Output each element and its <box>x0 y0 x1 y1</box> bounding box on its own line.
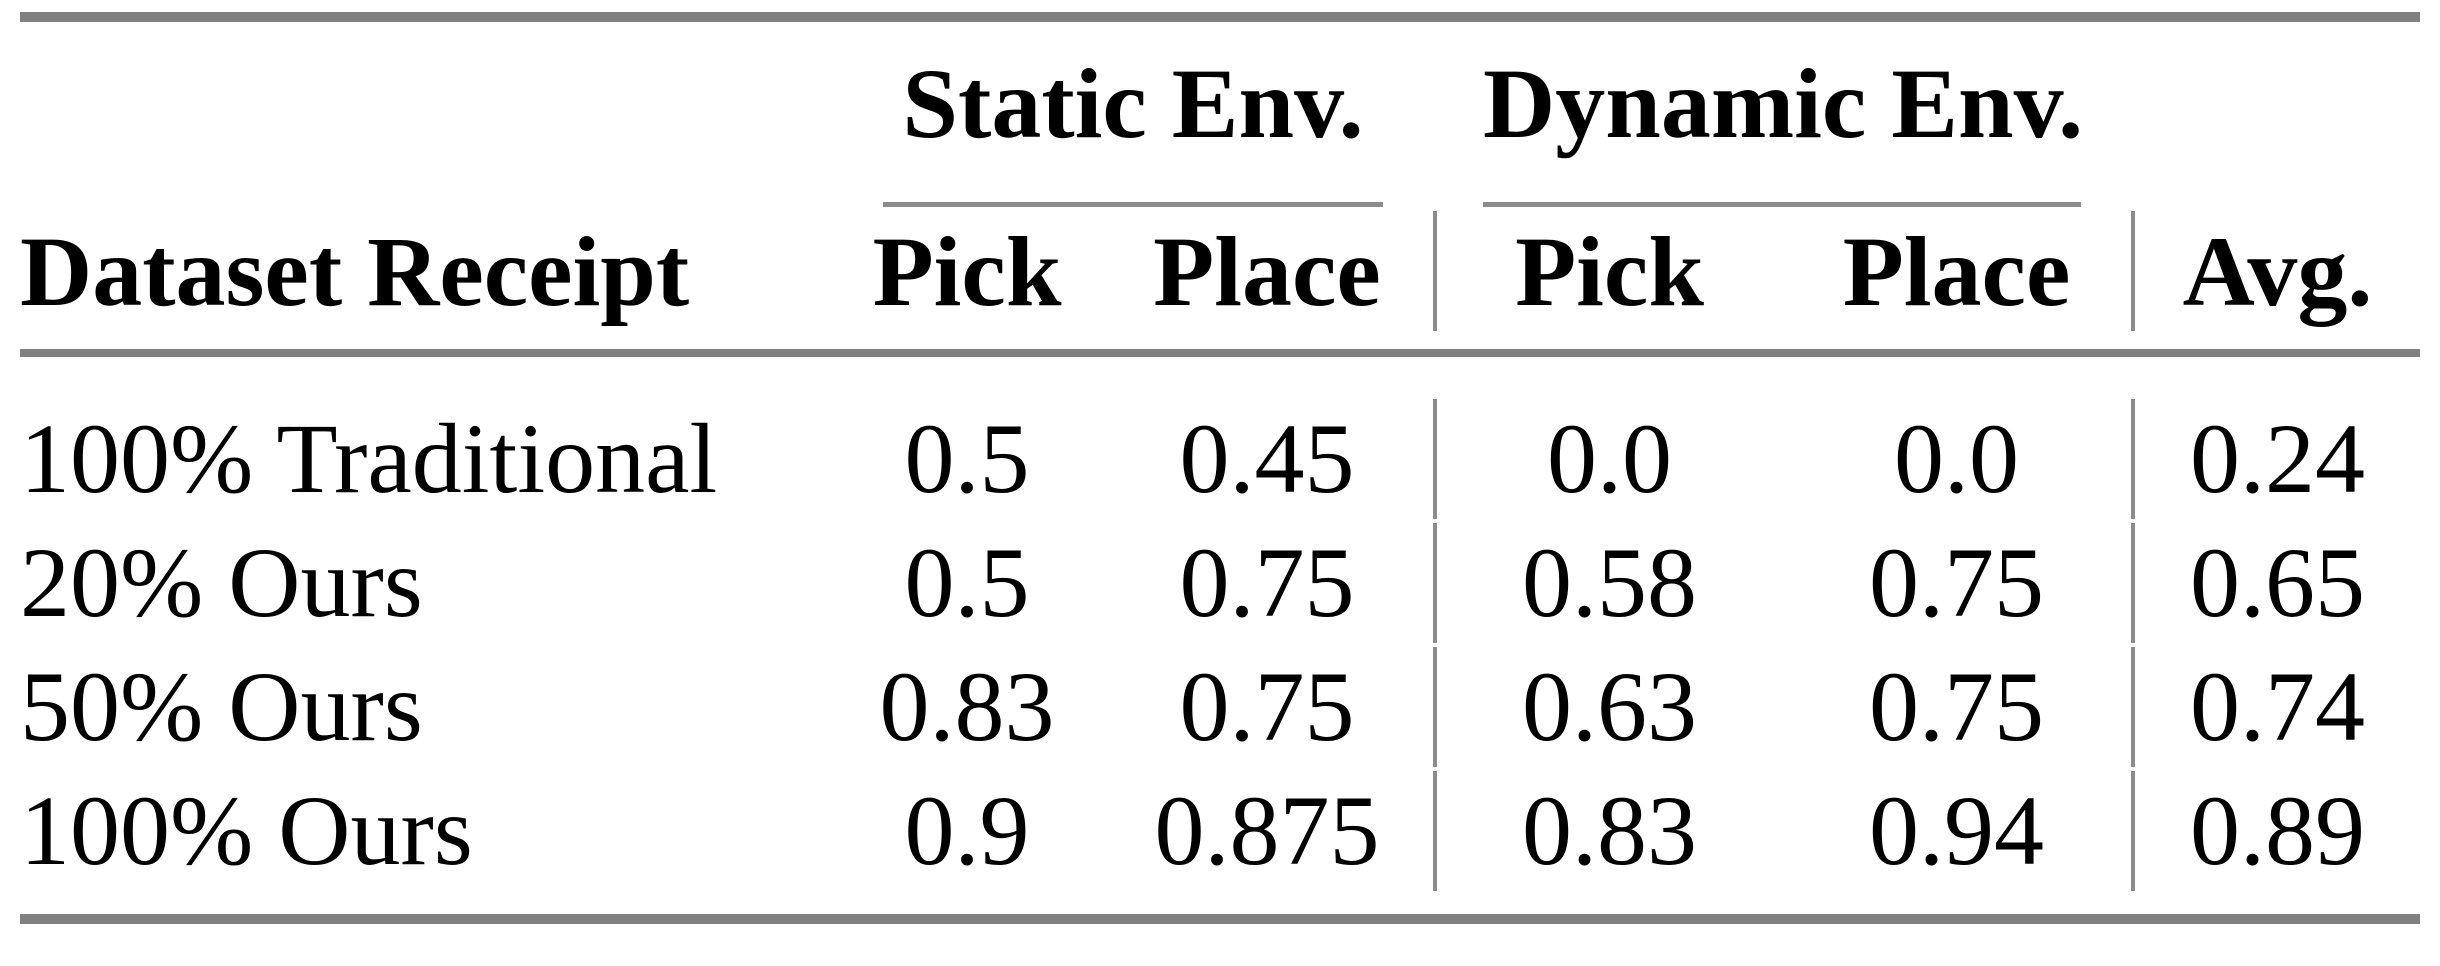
group-header-spacer <box>2131 26 2420 207</box>
value-cell-static-place: 0.45 <box>1179 403 1355 514</box>
value-cell-avg: 0.74 <box>2131 647 2420 767</box>
column-header-dynamic-place: Place <box>1842 215 2071 327</box>
group-header-spacer <box>20 26 833 207</box>
value-cell-dynamic-place: 0.75 <box>1869 527 2044 638</box>
row-label-cell: 100% Traditional <box>20 403 718 514</box>
table-row: 100% Traditional 0.5 0.45 0.0 0.0 0.24 <box>20 399 2420 519</box>
value-cell-static-pick: 0.5 <box>904 403 1030 514</box>
column-header-dataset-receipt: Dataset Receipt <box>20 215 690 327</box>
bottom-rule <box>20 914 2420 924</box>
value-cell-dynamic-pick: 0.0 <box>1433 399 1782 519</box>
group-header-row: Static Env. Dynamic Env. <box>20 26 2420 207</box>
value-cell-static-pick: 0.5 <box>904 527 1030 638</box>
row-label-cell: 50% Ours <box>20 651 423 762</box>
column-header-dynamic-pick: Pick <box>1433 211 1782 331</box>
group-header-static-env: Static Env. <box>833 26 1433 207</box>
value-cell-dynamic-pick: 0.83 <box>1433 771 1782 891</box>
row-label-cell: 20% Ours <box>20 527 423 638</box>
value-cell-dynamic-place: 0.0 <box>1894 403 2019 514</box>
table-row: 20% Ours 0.5 0.75 0.58 0.75 0.65 <box>20 523 2420 643</box>
value-cell-static-place: 0.875 <box>1154 775 1380 886</box>
value-cell-dynamic-place: 0.94 <box>1869 775 2044 886</box>
table-container: Static Env. Dynamic Env. Dataset Receipt… <box>20 12 2421 924</box>
group-header-dynamic-env: Dynamic Env. <box>1433 26 2131 207</box>
group-label: Dynamic Env. <box>1483 48 2084 159</box>
table-row: 50% Ours 0.83 0.75 0.63 0.75 0.74 <box>20 647 2420 767</box>
value-cell-dynamic-pick: 0.63 <box>1433 647 1782 767</box>
dynamic-env-label-with-cmidrule: Dynamic Env. <box>1483 26 2084 207</box>
value-cell-static-place: 0.75 <box>1179 527 1355 638</box>
static-env-label-with-cmidrule: Static Env. <box>883 26 1383 207</box>
mid-rule-cell <box>20 335 2421 395</box>
value-cell-static-place: 0.75 <box>1179 651 1355 762</box>
value-cell-dynamic-place: 0.75 <box>1869 651 2044 762</box>
mid-rule <box>20 349 2421 357</box>
row-label-cell: 100% Ours <box>20 775 473 886</box>
column-header-row: Dataset Receipt Pick Place Pick Place Av… <box>20 211 2420 331</box>
results-table: Static Env. Dynamic Env. Dataset Receipt… <box>20 22 2421 895</box>
column-header-static-place: Place <box>1153 215 1381 327</box>
value-cell-static-pick: 0.83 <box>879 651 1055 762</box>
top-rule <box>20 12 2420 22</box>
mid-rule-row <box>20 335 2421 395</box>
value-cell-avg: 0.24 <box>2131 399 2420 519</box>
column-header-avg: Avg. <box>2131 211 2420 331</box>
column-header-static-pick: Pick <box>872 215 1062 327</box>
value-cell-avg: 0.65 <box>2131 523 2420 643</box>
table-row: 100% Ours 0.9 0.875 0.83 0.94 0.89 <box>20 771 2420 891</box>
value-cell-dynamic-pick: 0.58 <box>1433 523 1782 643</box>
value-cell-static-pick: 0.9 <box>904 775 1030 886</box>
value-cell-avg: 0.89 <box>2131 771 2420 891</box>
group-label: Static Env. <box>902 48 1364 159</box>
